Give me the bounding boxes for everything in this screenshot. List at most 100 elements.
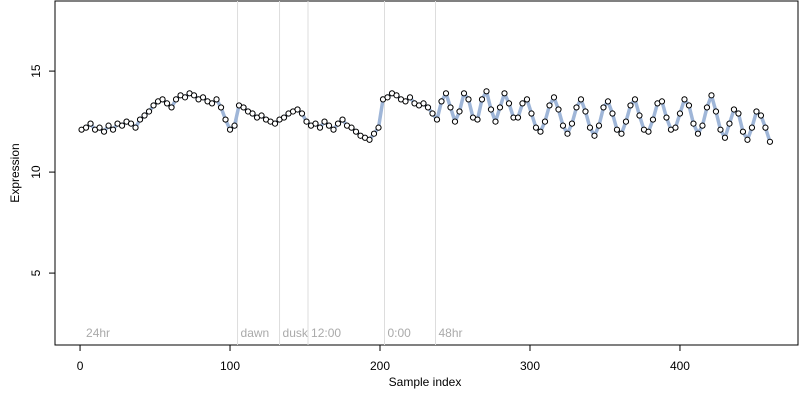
data-point [294, 106, 301, 113]
data-point [550, 94, 558, 101]
data-point [532, 124, 540, 131]
data-point [258, 112, 265, 119]
data-point [321, 118, 328, 125]
data-point [366, 136, 373, 143]
x-tick-label: 100 [220, 359, 240, 373]
x-tick-label: 300 [520, 359, 540, 373]
data-point [600, 104, 607, 111]
data-point [744, 136, 751, 143]
data-point [280, 114, 288, 121]
data-point [316, 124, 324, 131]
data-point [145, 108, 153, 115]
data-point [312, 120, 319, 127]
phase-label: dusk [283, 326, 309, 340]
data-point [127, 120, 135, 127]
data-point [523, 96, 531, 103]
y-tick-label: 5 [29, 269, 43, 276]
data-point [451, 118, 459, 125]
data-point [150, 102, 157, 109]
data-point [406, 94, 414, 101]
data-point [339, 116, 346, 123]
y-tick-label: 15 [29, 64, 43, 78]
x-tick-label: 0 [77, 359, 84, 373]
data-point [465, 96, 472, 103]
data-point [757, 112, 765, 119]
data-point [136, 116, 144, 123]
data-point [433, 116, 441, 123]
data-point [672, 124, 679, 131]
phase-label: 24hr [86, 326, 110, 340]
data-point [478, 96, 486, 103]
data-point [762, 124, 769, 131]
data-point [375, 124, 382, 131]
data-point [676, 110, 684, 117]
data-point [631, 96, 639, 103]
data-point [622, 118, 630, 125]
data-point [690, 120, 697, 127]
phase-label: 12:00 [311, 326, 341, 340]
data-point [568, 120, 576, 127]
data-point [298, 110, 306, 117]
data-point [564, 130, 571, 137]
plot-frame [54, 0, 799, 346]
data-point [730, 106, 738, 113]
data-point [199, 94, 207, 101]
data-point [546, 102, 553, 109]
data-point [501, 90, 508, 97]
data-point [712, 108, 720, 115]
phase-label: 0:00 [388, 326, 412, 340]
data-point [595, 122, 603, 129]
data-point [613, 126, 621, 133]
data-point [213, 96, 220, 103]
data-point [181, 94, 189, 101]
data-point [348, 124, 355, 131]
data-point [663, 114, 670, 121]
data-point [541, 118, 549, 125]
data-point [519, 100, 526, 107]
data-point [658, 98, 666, 105]
data-point [496, 104, 504, 111]
data-point [582, 108, 589, 115]
data-point [649, 116, 657, 123]
data-point [222, 116, 229, 123]
data-point [753, 108, 760, 115]
data-point [573, 104, 580, 111]
data-point [537, 128, 544, 135]
data-point [334, 120, 342, 127]
data-point [726, 120, 733, 127]
data-point [487, 106, 495, 113]
data-point [438, 98, 445, 105]
data-point [460, 90, 468, 97]
data-point [118, 122, 126, 129]
data-point [208, 100, 216, 107]
data-point [636, 112, 643, 119]
data-point [303, 118, 310, 125]
data-point [100, 128, 108, 135]
data-point [591, 132, 598, 139]
x-tick-label: 200 [370, 359, 390, 373]
data-point [325, 122, 333, 129]
data-point [685, 102, 693, 109]
data-point [609, 110, 616, 117]
data-point [330, 126, 337, 133]
data-point [159, 96, 166, 103]
data-point [555, 106, 562, 113]
data-point [505, 100, 513, 107]
data-point [82, 124, 90, 131]
y-tick-label: 10 [29, 165, 43, 179]
data-point [645, 128, 652, 135]
data-point [618, 130, 625, 137]
data-point [87, 120, 94, 127]
data-point [442, 90, 450, 97]
data-point [240, 104, 247, 111]
data-point [577, 96, 585, 103]
phase-label: dawn [241, 326, 270, 340]
data-point [483, 88, 490, 95]
data-point [604, 98, 612, 105]
x-axis-label: Sample index [389, 375, 462, 389]
data-point [384, 94, 391, 101]
data-point [271, 120, 279, 127]
data-point [739, 128, 747, 135]
